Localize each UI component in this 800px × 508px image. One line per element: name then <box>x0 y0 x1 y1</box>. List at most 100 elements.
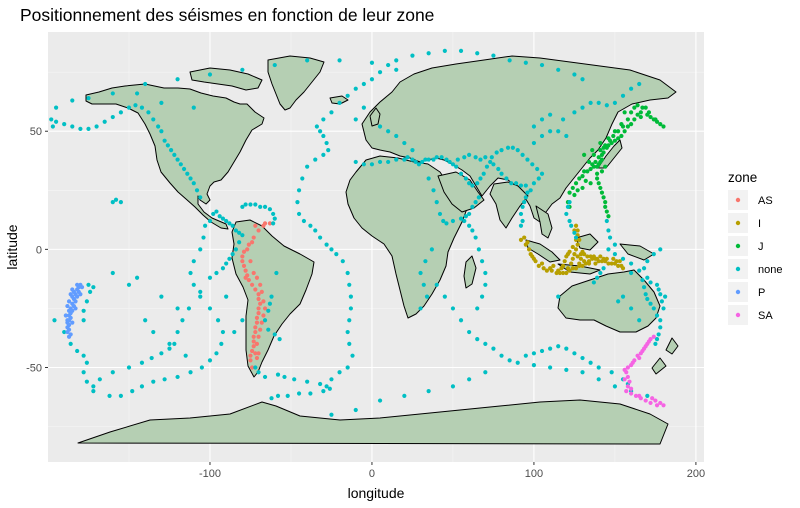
data-point <box>262 221 268 226</box>
data-point <box>227 221 232 226</box>
data-point <box>254 341 260 346</box>
data-point <box>643 398 648 403</box>
data-point <box>518 223 524 228</box>
data-point <box>261 313 266 318</box>
data-point <box>248 259 253 264</box>
data-point <box>295 200 300 205</box>
data-point <box>612 129 618 134</box>
data-point <box>588 181 593 186</box>
data-point <box>442 48 447 54</box>
data-point <box>575 254 580 259</box>
data-point <box>622 110 627 115</box>
data-point <box>526 247 532 252</box>
data-point <box>491 53 496 58</box>
data-point <box>629 261 634 266</box>
data-point <box>523 353 528 358</box>
data-point <box>329 412 334 417</box>
data-point <box>629 110 634 115</box>
data-point <box>91 384 96 389</box>
data-point <box>629 306 634 311</box>
data-point <box>243 268 248 273</box>
data-point <box>578 256 583 261</box>
data-point <box>353 117 358 122</box>
data-point <box>143 81 148 87</box>
data-point <box>159 294 164 299</box>
data-point <box>509 181 514 186</box>
data-point <box>324 242 329 247</box>
data-point <box>178 162 183 167</box>
data-point <box>81 318 86 323</box>
data-point <box>535 166 540 172</box>
data-point <box>562 259 567 264</box>
data-point <box>259 320 264 325</box>
data-point <box>663 294 668 299</box>
data-point <box>203 223 208 228</box>
data-point <box>575 242 580 247</box>
data-point <box>661 403 666 408</box>
data-point <box>441 218 446 224</box>
data-point <box>65 318 70 323</box>
landmass-arabia <box>437 171 485 213</box>
data-point <box>599 169 605 174</box>
data-point <box>246 277 251 283</box>
data-point <box>217 214 222 219</box>
data-point <box>630 360 635 365</box>
data-point <box>606 247 611 252</box>
data-point <box>590 162 595 167</box>
data-point <box>560 117 566 122</box>
data-point <box>73 306 78 311</box>
data-point <box>612 242 618 247</box>
data-point <box>251 334 256 339</box>
data-point <box>198 294 203 299</box>
data-point <box>635 103 640 108</box>
data-point <box>658 292 663 297</box>
data-point <box>377 124 383 129</box>
data-point <box>591 152 596 157</box>
data-point <box>241 263 247 269</box>
data-point <box>654 313 660 318</box>
data-point <box>386 129 391 134</box>
data-point <box>625 374 630 380</box>
data-point <box>658 325 663 330</box>
data-point <box>533 259 538 264</box>
data-point <box>410 53 415 58</box>
data-point <box>65 329 70 335</box>
data-point <box>165 143 170 148</box>
x-tick-label: 200 <box>687 468 705 480</box>
data-point <box>334 251 339 257</box>
data-point <box>110 370 115 375</box>
data-point <box>84 299 89 304</box>
data-point <box>185 171 190 176</box>
series-AS <box>240 221 273 370</box>
data-point <box>240 67 245 72</box>
data-point <box>337 370 342 375</box>
data-point <box>450 306 456 311</box>
data-point <box>580 185 585 191</box>
data-point <box>483 270 488 276</box>
data-point <box>585 254 590 259</box>
data-point <box>70 124 75 129</box>
data-point <box>159 129 164 134</box>
landmass-australia <box>557 269 661 333</box>
legend-swatch <box>735 289 741 295</box>
data-point <box>253 223 258 228</box>
landmass-southeast-asia <box>525 205 655 275</box>
data-point <box>347 282 352 287</box>
data-point <box>541 266 546 271</box>
data-point <box>651 306 656 311</box>
data-point <box>68 341 73 346</box>
data-point <box>645 296 650 302</box>
data-point <box>619 133 624 139</box>
data-point <box>318 129 323 134</box>
data-point <box>598 270 603 276</box>
data-point <box>643 344 648 349</box>
data-point <box>570 256 575 261</box>
data-point <box>629 391 634 396</box>
data-point <box>624 389 629 394</box>
data-point <box>648 114 653 120</box>
data-point <box>207 306 213 311</box>
data-point <box>188 370 193 375</box>
data-point <box>638 114 643 120</box>
data-point <box>470 183 475 188</box>
data-point <box>214 209 219 214</box>
